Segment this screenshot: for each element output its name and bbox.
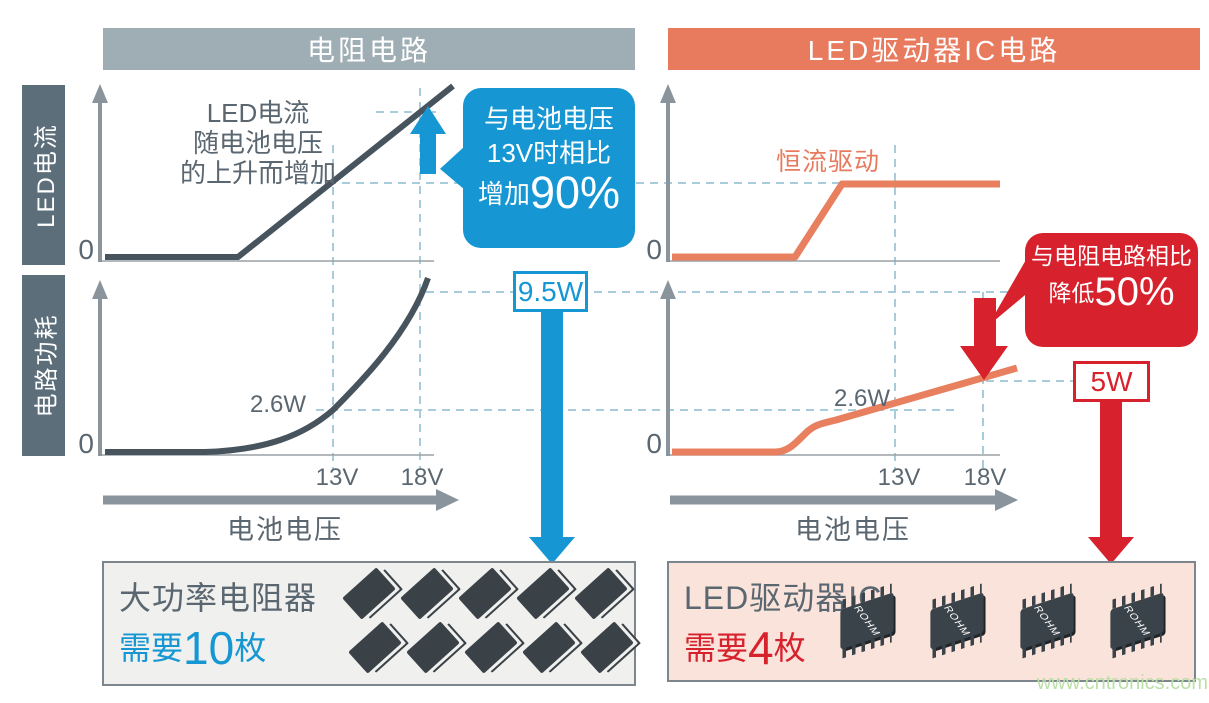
resistor-power-curve	[105, 277, 431, 455]
value-box-9-5w: 9.5W	[513, 271, 588, 312]
zero-label-right-current: 0	[646, 234, 662, 265]
red-callout-value: 50%	[1094, 270, 1175, 314]
resistor-count: 10	[183, 622, 235, 674]
ic-chip-icon: ROHM	[995, 573, 1099, 668]
blue-down-arrow-icon	[529, 312, 575, 564]
ic-need-line: 需要4枚	[684, 621, 806, 675]
resistor-panel-title: 大功率电阻器	[119, 580, 318, 616]
x-axes	[103, 489, 1018, 511]
row-label-circuit-power-text: 电路功耗	[33, 313, 60, 418]
red-down-arrow-icon	[1088, 402, 1134, 564]
header-led-driver-ic-circuit: LED驱动器IC电路	[668, 28, 1200, 70]
row-label-circuit-power: 电路功耗	[22, 275, 65, 456]
blue-callout-value: 90%	[529, 167, 621, 218]
tick-18v-right: 18V	[963, 464, 1007, 491]
resistor-icon	[458, 567, 512, 620]
resistor-icons-field	[104, 563, 638, 688]
ic-chip-brand-label: ROHM	[851, 604, 883, 638]
constant-current-label: 恒流驱动	[776, 148, 881, 176]
annotation-line1: LED电流	[206, 98, 310, 128]
zero-label-left-power: 0	[78, 428, 94, 459]
resistor-icon	[522, 621, 576, 674]
annotation-line2: 随电池电压	[192, 128, 323, 158]
ic-count: 4	[748, 622, 774, 674]
ic-chip-brand-label: ROHM	[941, 604, 973, 638]
ic-icons-field: ROHM ROHM ROHM ROHM	[669, 563, 1198, 684]
value-box-5w: 5W	[1073, 361, 1150, 402]
resistor-icon	[406, 621, 460, 674]
blue-callout-line2: 13V时相比	[486, 138, 612, 168]
row-label-led-current-text: LED电流	[33, 122, 60, 228]
resistor-icon	[580, 621, 634, 674]
resistor-icon	[348, 621, 402, 674]
increase-up-arrow-icon	[410, 106, 446, 174]
ic-chip-icon: ROHM	[1085, 573, 1189, 668]
ic-chip-icon: ROHM	[815, 573, 919, 668]
resistor-icon	[464, 621, 518, 674]
red-callout-line2: 降低50%	[1025, 271, 1198, 313]
blue-callout-line1: 与电池电压	[483, 104, 614, 134]
red-callout-bubble: 与电阻电路相比 降低50%	[1025, 233, 1198, 347]
annotation-line3: 的上升而增加	[179, 158, 336, 188]
ic-count-suffix: 枚	[773, 630, 806, 666]
y-axes	[92, 84, 676, 456]
power-label-2-6w-left: 2.6W	[250, 391, 307, 418]
header-resistor-circuit: 电阻电路	[103, 28, 635, 70]
blue-callout-action: 增加	[477, 179, 530, 209]
resistor-current-annotation: LED电流 随电池电压 的上升而增加	[160, 98, 356, 188]
resistor-count-panel: 大功率电阻器 需要10枚	[102, 561, 636, 686]
red-callout-line1: 与电阻电路相比	[1031, 243, 1192, 269]
tick-18v-left: 18V	[400, 464, 444, 491]
resistor-need-prefix: 需要	[119, 630, 184, 666]
ic-led-current-curve	[672, 180, 1000, 261]
watermark: www.cntronics.com	[1036, 672, 1208, 694]
ic-chip-brand-label: ROHM	[1031, 604, 1063, 638]
dashed-guides	[300, 88, 1073, 470]
row-label-led-current: LED电流	[22, 85, 65, 265]
ic-power-curve	[672, 364, 1018, 456]
resistor-count-suffix: 枚	[234, 630, 267, 666]
zero-label-left-current: 0	[78, 234, 94, 265]
tick-13v-right: 13V	[877, 464, 921, 491]
ic-count-panel: LED驱动器IC 需要4枚 ROHM ROHM ROHM ROHM	[667, 561, 1196, 682]
power-label-2-6w-right: 2.6W	[834, 385, 891, 412]
red-callout-action: 降低	[1048, 280, 1095, 306]
resistor-icon	[342, 567, 396, 620]
resistor-icon	[400, 567, 454, 620]
ic-need-prefix: 需要	[684, 630, 749, 666]
resistor-icon	[574, 567, 628, 620]
x-axis-title-left: 电池电压	[227, 515, 343, 545]
ic-chip-icon: ROHM	[905, 573, 1009, 668]
blue-callout-line3: 增加90%	[463, 170, 635, 216]
resistor-led-current-curve	[105, 83, 455, 260]
x-axis-title-right: 电池电压	[795, 515, 911, 545]
resistor-icon	[516, 567, 570, 620]
resistor-need-line: 需要10枚	[119, 621, 266, 675]
ic-chip-brand-label: ROHM	[1121, 604, 1153, 638]
blue-callout-bubble: 与电池电压 13V时相比 增加90%	[463, 88, 635, 248]
zero-label-right-power: 0	[646, 428, 662, 459]
tick-13v-left: 13V	[315, 464, 359, 491]
